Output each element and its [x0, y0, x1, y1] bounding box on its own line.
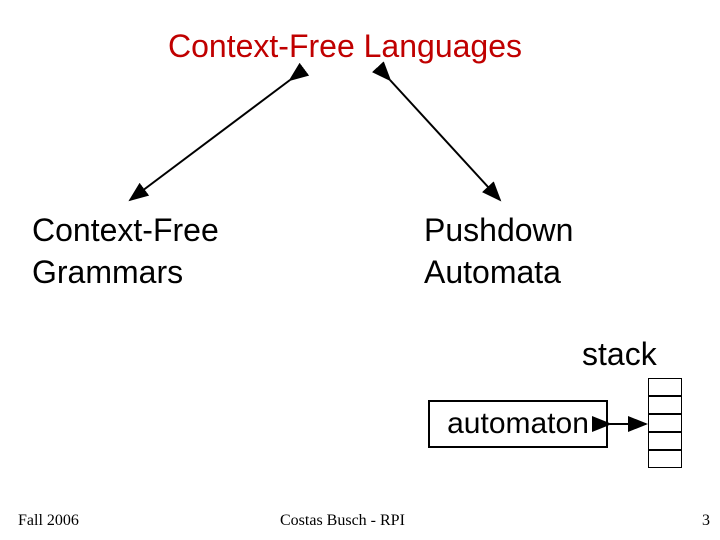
node-cfg-line1: Context-Free — [32, 212, 219, 248]
automaton-box-label: automaton — [447, 407, 589, 441]
node-pda: Pushdown Automata — [424, 210, 573, 293]
footer-center: Costas Busch - RPI — [280, 512, 405, 530]
stack-cell — [648, 396, 682, 414]
arrow-title-to-left — [130, 80, 290, 200]
stack-label: stack — [582, 336, 657, 373]
footer-right: 3 — [702, 512, 710, 530]
node-cfg: Context-Free Grammars — [32, 210, 219, 293]
stack-visual — [648, 378, 682, 468]
stack-cell — [648, 414, 682, 432]
footer-left: Fall 2006 — [18, 512, 79, 530]
node-pda-line1: Pushdown — [424, 212, 573, 248]
stack-cell — [648, 450, 682, 468]
stack-cell — [648, 432, 682, 450]
slide-title: Context-Free Languages — [168, 28, 522, 65]
automaton-box: automaton — [428, 400, 608, 448]
node-cfg-line2: Grammars — [32, 254, 183, 290]
stack-cell — [648, 378, 682, 396]
arrow-title-to-right — [390, 80, 500, 200]
node-pda-line2: Automata — [424, 254, 561, 290]
